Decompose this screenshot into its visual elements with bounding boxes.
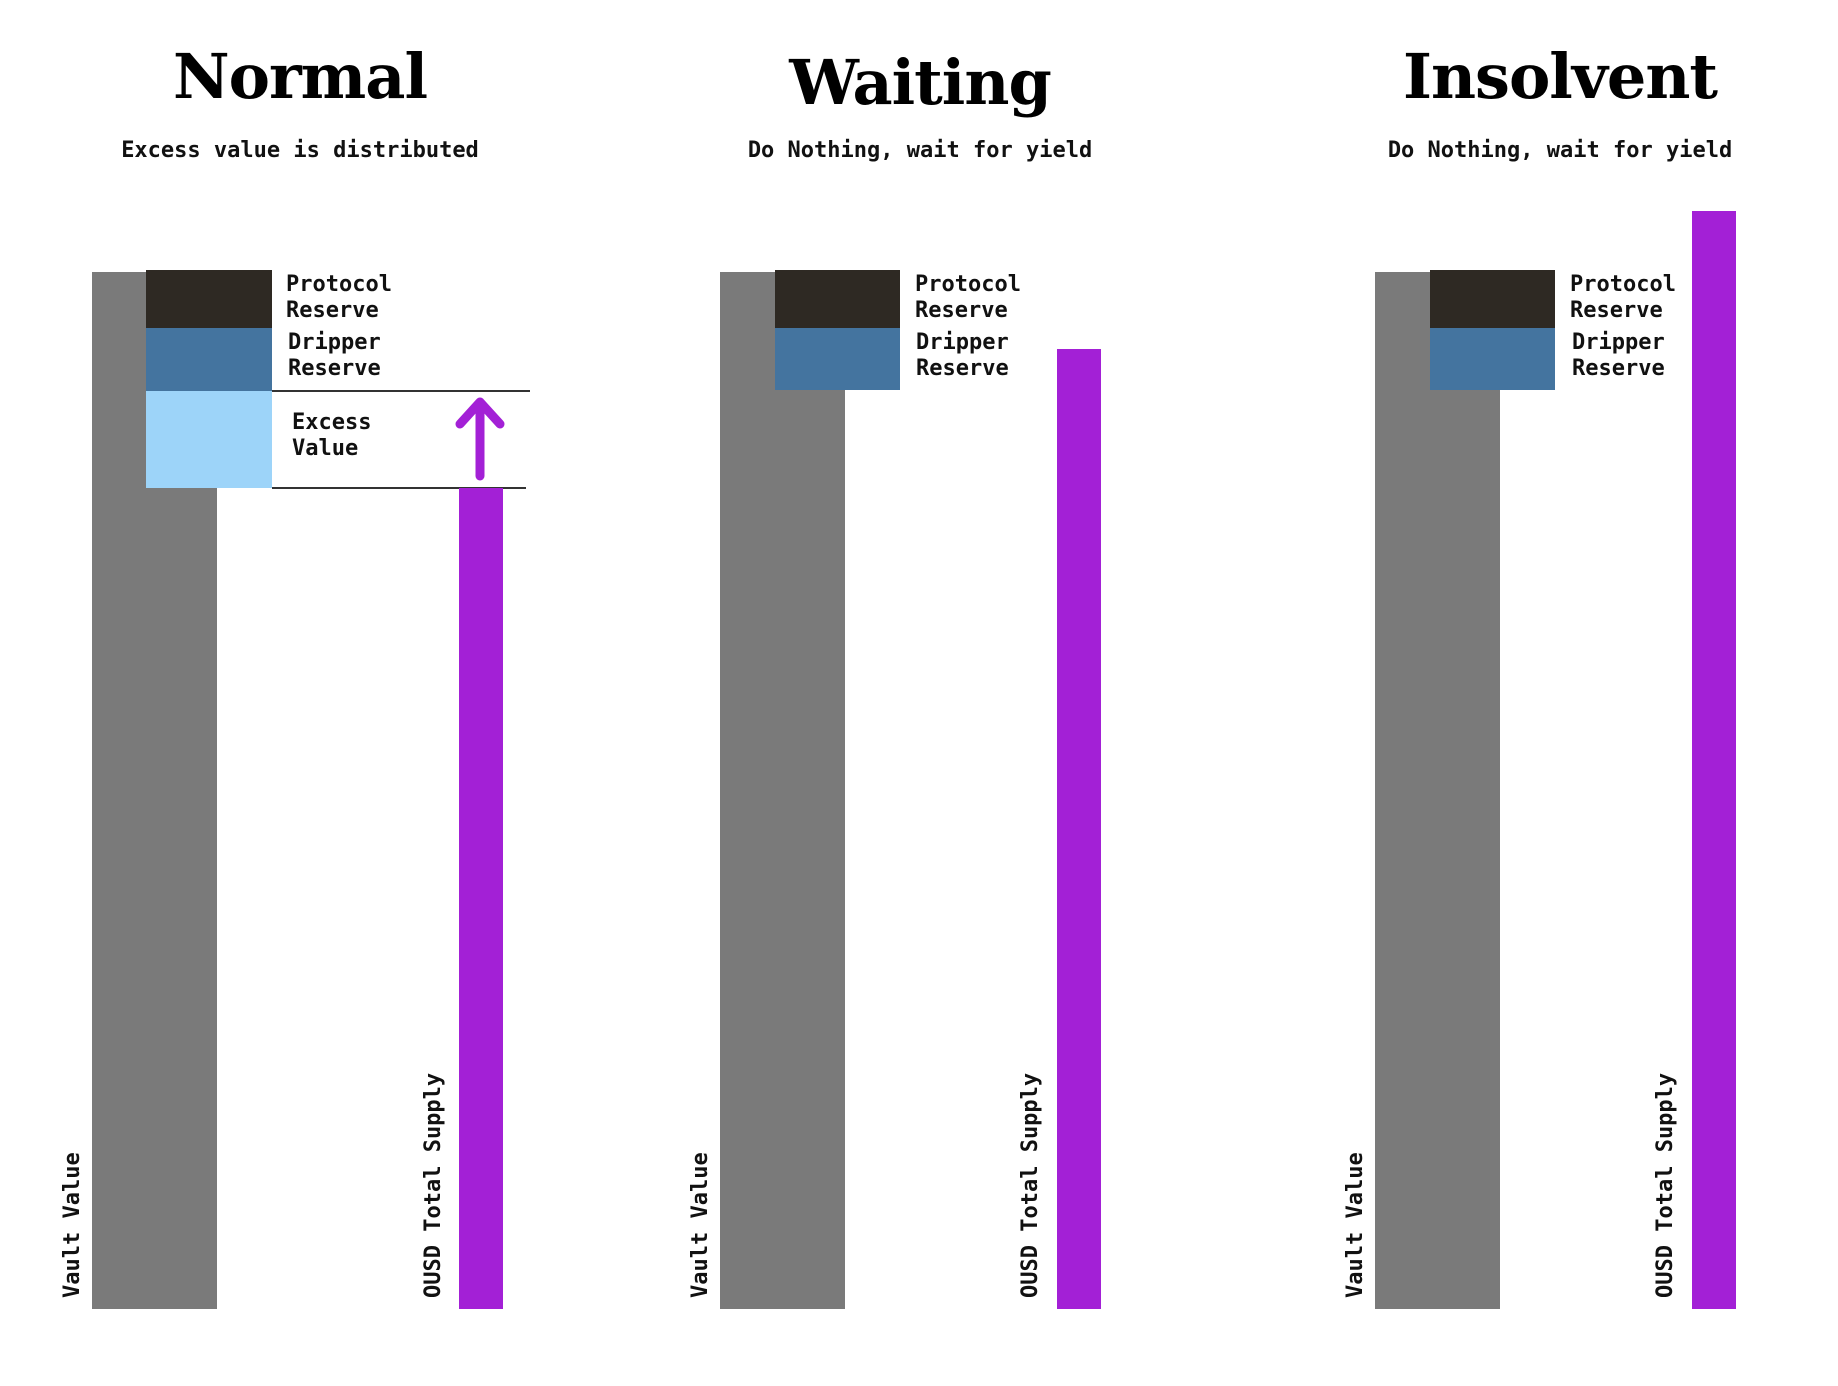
protocol-reserve-label: Protocol Reserve [286, 272, 392, 324]
protocol-label-line-2: Reserve [1570, 298, 1663, 323]
panel-waiting: Waiting Do Nothing, wait for yield Proto… [620, 0, 1220, 1386]
protocol-label-line-2: Reserve [286, 298, 379, 323]
protocol-reserve-block [146, 270, 272, 328]
vault-value-label: Vault Value [688, 1152, 713, 1298]
excess-top-line [272, 390, 530, 392]
ousd-total-supply-bar [1057, 349, 1101, 1309]
dripper-label-line-2: Reserve [288, 356, 381, 381]
up-arrow-icon [455, 397, 505, 481]
dripper-reserve-block [775, 328, 900, 390]
dripper-reserve-label: Dripper Reserve [916, 330, 1009, 382]
ousd-total-supply-label: OUSD Total Supply [1653, 1072, 1678, 1298]
ousd-total-supply-label: OUSD Total Supply [1018, 1072, 1043, 1298]
protocol-reserve-block [775, 270, 900, 328]
dripper-label-line-1: Dripper [916, 330, 1009, 355]
ousd-total-supply-label: OUSD Total Supply [421, 1072, 446, 1298]
dripper-label-line-2: Reserve [1572, 356, 1665, 381]
vault-value-bar [720, 272, 845, 1309]
protocol-reserve-block [1430, 270, 1555, 328]
protocol-label-line-1: Protocol [286, 272, 392, 297]
dripper-reserve-block [1430, 328, 1555, 390]
protocol-reserve-label: Protocol Reserve [915, 272, 1021, 324]
excess-value-block [146, 391, 272, 488]
dripper-reserve-label: Dripper Reserve [1572, 330, 1665, 382]
panel-title: Normal [172, 40, 428, 113]
protocol-reserve-label: Protocol Reserve [1570, 272, 1676, 324]
ousd-total-supply-bar [1692, 211, 1736, 1309]
panel-insolvent: Insolvent Do Nothing, wait for yield Pro… [1270, 0, 1838, 1386]
excess-label-line-2: Value [292, 436, 359, 461]
protocol-label-line-2: Reserve [915, 298, 1008, 323]
panel-normal: Normal Excess value is distributed Proto… [0, 0, 600, 1386]
dripper-reserve-label: Dripper Reserve [288, 330, 381, 382]
excess-bottom-line [272, 487, 526, 489]
panel-subtitle: Excess value is distributed [121, 138, 479, 163]
panel-title: Waiting [789, 46, 1052, 119]
protocol-label-line-1: Protocol [1570, 272, 1676, 297]
panel-subtitle: Do Nothing, wait for yield [747, 138, 1093, 163]
panel-subtitle: Do Nothing, wait for yield [1387, 138, 1733, 163]
excess-value-label: Excess Value [292, 410, 371, 462]
vault-value-bar [1375, 272, 1500, 1309]
vault-value-label: Vault Value [60, 1152, 85, 1298]
dripper-label-line-2: Reserve [916, 356, 1009, 381]
protocol-label-line-1: Protocol [915, 272, 1021, 297]
ousd-total-supply-bar [459, 488, 503, 1309]
dripper-label-line-1: Dripper [1572, 330, 1665, 355]
dripper-reserve-block [146, 328, 272, 391]
dripper-label-line-1: Dripper [288, 330, 381, 355]
excess-label-line-1: Excess [292, 410, 372, 435]
panel-title: Insolvent [1402, 40, 1718, 113]
vault-value-label: Vault Value [1343, 1152, 1368, 1298]
